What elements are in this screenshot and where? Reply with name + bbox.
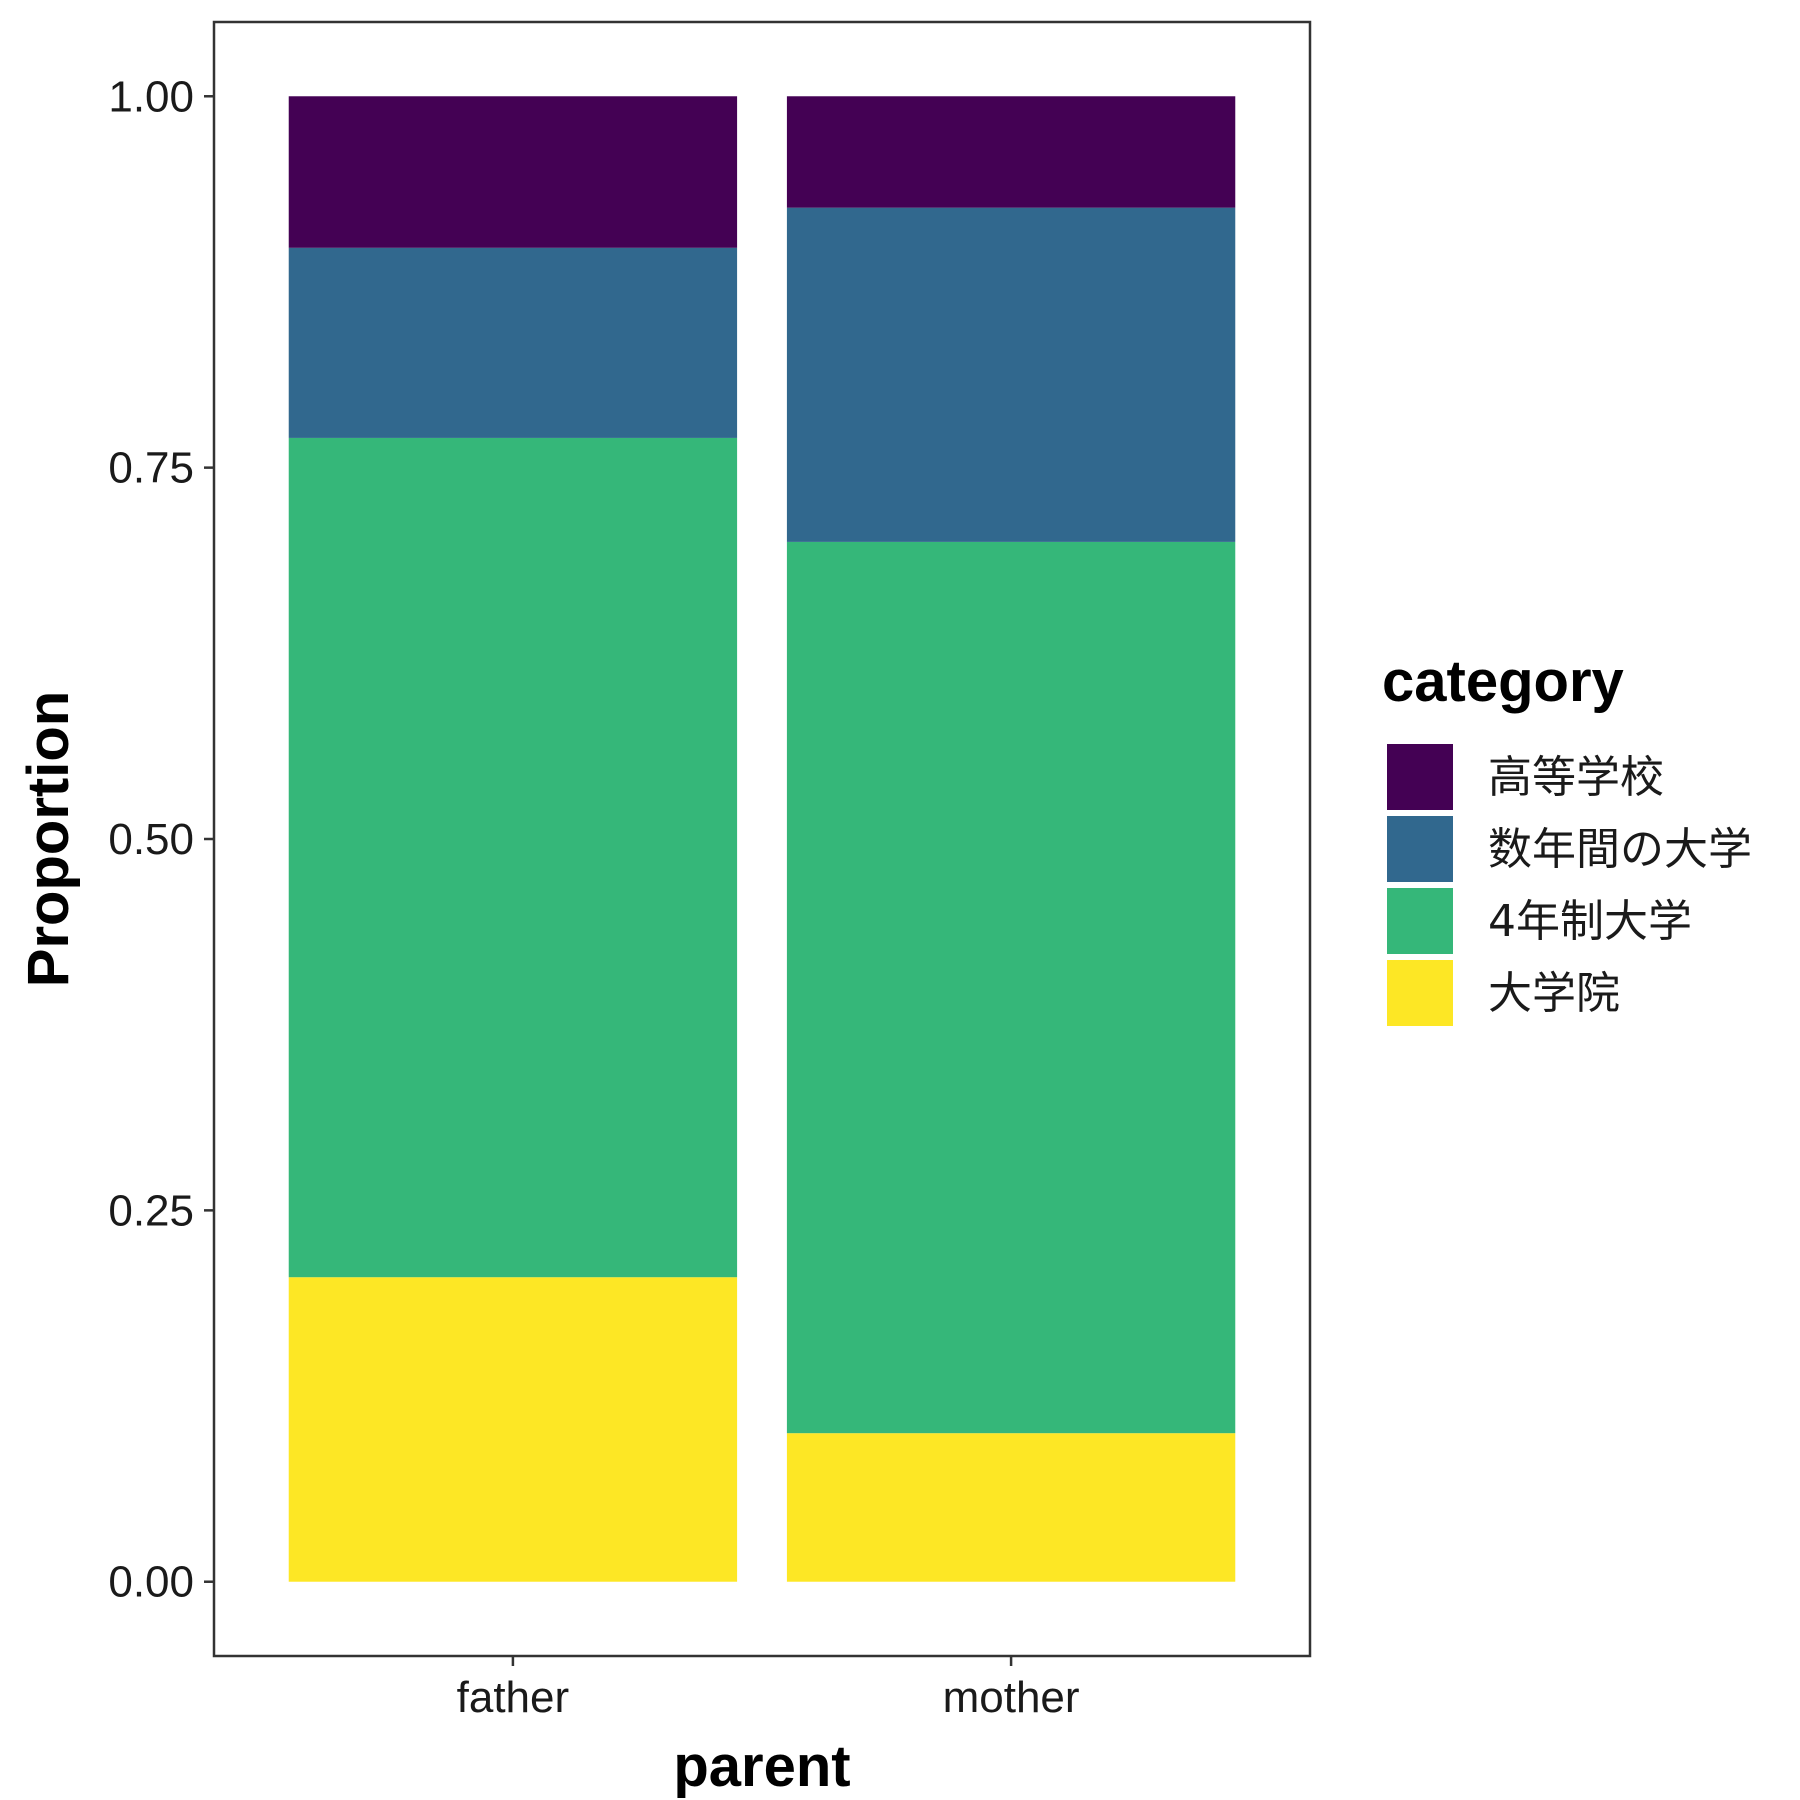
- y-tick-label: 0.00: [108, 1558, 194, 1607]
- legend-swatch: [1387, 744, 1453, 810]
- y-tick-label: 0.50: [108, 815, 194, 864]
- y-axis: 0.00 0.25 0.50 0.75 1.00: [108, 72, 214, 1607]
- y-tick-label: 0.25: [108, 1186, 194, 1235]
- x-tick-label-mother: mother: [943, 1673, 1080, 1722]
- legend-swatch: [1387, 888, 1453, 954]
- bar-segment-mother-0: [786, 1433, 1236, 1582]
- bar-segment-father-1: [288, 437, 738, 1278]
- legend-title: category: [1382, 649, 1624, 714]
- bars-layer: [288, 96, 1236, 1582]
- bar-segment-mother-1: [786, 541, 1236, 1434]
- legend-swatch: [1387, 816, 1453, 882]
- bar-segment-father-0: [288, 1277, 738, 1582]
- legend-item-label: 数年間の大学: [1488, 824, 1752, 875]
- y-axis-title: Proportion: [16, 691, 81, 987]
- x-axis-title: parent: [673, 1734, 850, 1799]
- bar-segment-mother-3: [786, 96, 1236, 208]
- y-tick-label: 1.00: [108, 72, 194, 121]
- y-tick-label: 0.75: [108, 444, 194, 493]
- bar-segment-father-3: [288, 96, 738, 248]
- legend-item-label: 4年制大学: [1488, 896, 1692, 947]
- x-axis: father mother: [457, 1656, 1080, 1722]
- x-tick-label-father: father: [457, 1673, 570, 1722]
- legend-item-label: 高等学校: [1488, 752, 1664, 803]
- bar-segment-mother-2: [786, 207, 1236, 542]
- legend-item-label: 大学院: [1488, 968, 1620, 1019]
- bar-segment-father-2: [288, 247, 738, 438]
- legend-swatch: [1387, 960, 1453, 1026]
